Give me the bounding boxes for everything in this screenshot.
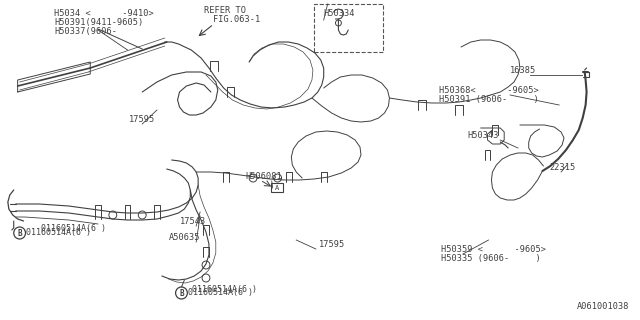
Text: A: A <box>275 185 279 190</box>
Text: H50343: H50343 <box>467 131 499 140</box>
Text: 17595: 17595 <box>129 115 155 124</box>
Text: H50391(9411-9605): H50391(9411-9605) <box>54 18 143 27</box>
Bar <box>314 4 383 52</box>
Text: H50337(9606-: H50337(9606- <box>54 27 117 36</box>
Text: 01160514A(6 ): 01160514A(6 ) <box>41 224 106 233</box>
Text: A061001038: A061001038 <box>577 302 629 311</box>
Text: H5034 <      -9410>: H5034 < -9410> <box>54 9 154 18</box>
Text: 01160514A(6 ): 01160514A(6 ) <box>26 228 92 237</box>
Text: H50359 <      -9605>: H50359 < -9605> <box>442 245 547 254</box>
Text: H50368<      -9605>: H50368< -9605> <box>440 86 540 95</box>
Text: 01160514A(6 ): 01160514A(6 ) <box>192 285 257 294</box>
Bar <box>271 183 282 192</box>
Text: H50335 (9606-     ): H50335 (9606- ) <box>442 254 541 263</box>
Text: H50334: H50334 <box>324 9 355 18</box>
Text: B: B <box>179 289 184 298</box>
Text: A50635: A50635 <box>169 233 200 242</box>
Text: 22315: 22315 <box>549 163 575 172</box>
Text: 17543: 17543 <box>179 217 206 226</box>
Text: FIG.063-1: FIG.063-1 <box>213 15 260 24</box>
Text: 17595: 17595 <box>319 240 345 249</box>
Text: 16385: 16385 <box>510 66 536 75</box>
Text: 01160514A(6 ): 01160514A(6 ) <box>188 289 253 298</box>
Text: B: B <box>17 228 22 237</box>
Text: H50391 (9606-     ): H50391 (9606- ) <box>440 95 540 104</box>
Text: REFER TO: REFER TO <box>204 6 246 15</box>
Text: H506081: H506081 <box>245 172 282 181</box>
